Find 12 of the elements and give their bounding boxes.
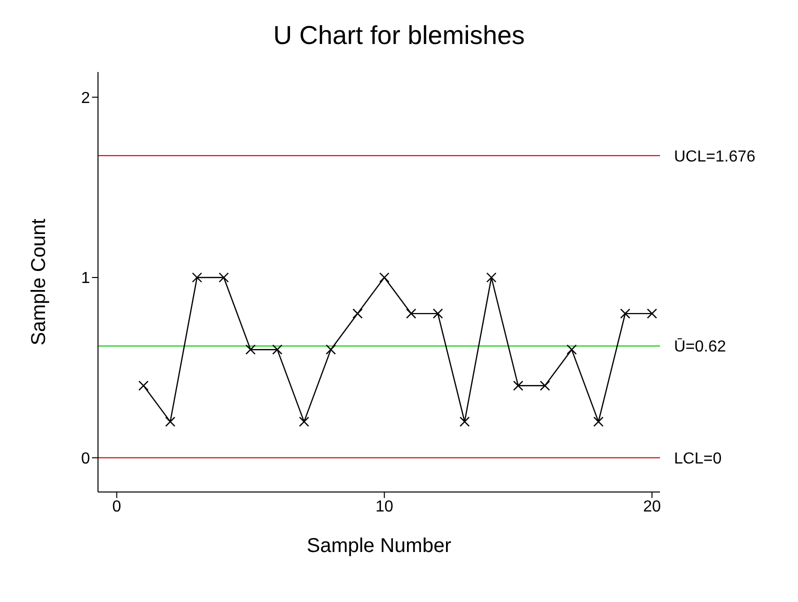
y-tick-label: 0	[81, 450, 90, 468]
x-tick-label: 0	[112, 498, 122, 516]
y-tick-label: 1	[81, 270, 90, 288]
ref-line-label: Ū=0.62	[674, 338, 726, 356]
x-tick-label: 10	[375, 498, 394, 516]
ref-line-label: UCL=1.676	[674, 148, 756, 166]
chart-title: U Chart for blemishes	[272, 20, 526, 51]
ref-line-label: LCL=0	[674, 450, 722, 468]
y-tick-label: 2	[81, 90, 90, 107]
x-axis-title: Sample Number	[306, 535, 452, 557]
x-tick-label: 20	[643, 498, 661, 516]
y-axis-title: Sample Count	[28, 218, 50, 346]
